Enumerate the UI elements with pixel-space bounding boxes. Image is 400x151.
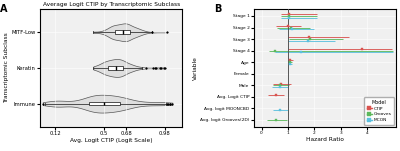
X-axis label: Hazard Ratio: Hazard Ratio bbox=[306, 137, 344, 142]
Text: A: A bbox=[0, 4, 8, 14]
X-axis label: Avg. Logit CTIP (Logit Scale): Avg. Logit CTIP (Logit Scale) bbox=[70, 138, 152, 143]
Text: B: B bbox=[214, 4, 221, 14]
PathPatch shape bbox=[89, 102, 120, 105]
PathPatch shape bbox=[115, 31, 130, 34]
Legend: CTIP, Grooves, MCON: CTIP, Grooves, MCON bbox=[364, 97, 394, 125]
PathPatch shape bbox=[108, 66, 123, 70]
Y-axis label: Transcriptomic Subclass: Transcriptomic Subclass bbox=[4, 33, 10, 103]
Y-axis label: Variable: Variable bbox=[193, 56, 198, 80]
Title: Average Logit CTIP by Transcriptomic Subclass: Average Logit CTIP by Transcriptomic Sub… bbox=[42, 2, 180, 7]
